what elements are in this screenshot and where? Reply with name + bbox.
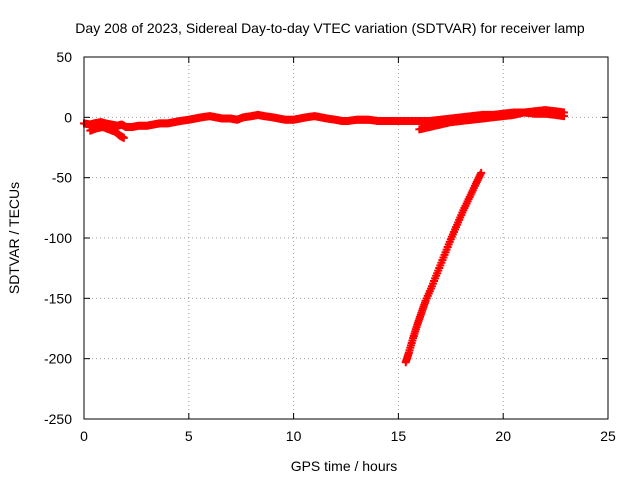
y-axis-label: SDTVAR / TECUs (6, 182, 22, 294)
series-sdtvar-main (80, 108, 568, 131)
y-tick-label: -50 (52, 170, 72, 186)
series-sdtvar-low-branch (86, 122, 128, 142)
data-points (80, 106, 568, 367)
series-sdtvar-late-branch (415, 106, 568, 134)
series-sdtvar-descending-trace (401, 168, 486, 367)
x-tick-label: 15 (391, 428, 407, 444)
x-tick-label: 5 (185, 428, 193, 444)
x-tick-label: 20 (495, 428, 511, 444)
x-tick-label: 25 (600, 428, 616, 444)
data-point (477, 168, 486, 177)
x-tick-label: 0 (80, 428, 88, 444)
y-tick-label: 50 (56, 49, 72, 65)
chart-title: Day 208 of 2023, Sidereal Day-to-day VTE… (75, 20, 585, 36)
y-tick-label: 0 (64, 109, 72, 125)
data-point (119, 133, 128, 142)
x-tick-label: 10 (286, 428, 302, 444)
y-tick-label: -150 (44, 290, 72, 306)
y-tick-label: -250 (44, 411, 72, 427)
axis-ticks: 0 5 10 15 20 25 -250 -200 -150 -100 -50 0 50 (44, 49, 616, 444)
x-axis-label: GPS time / hours (291, 458, 398, 474)
data-point (559, 108, 568, 117)
y-tick-label: -100 (44, 230, 72, 246)
y-tick-label: -200 (44, 351, 72, 367)
